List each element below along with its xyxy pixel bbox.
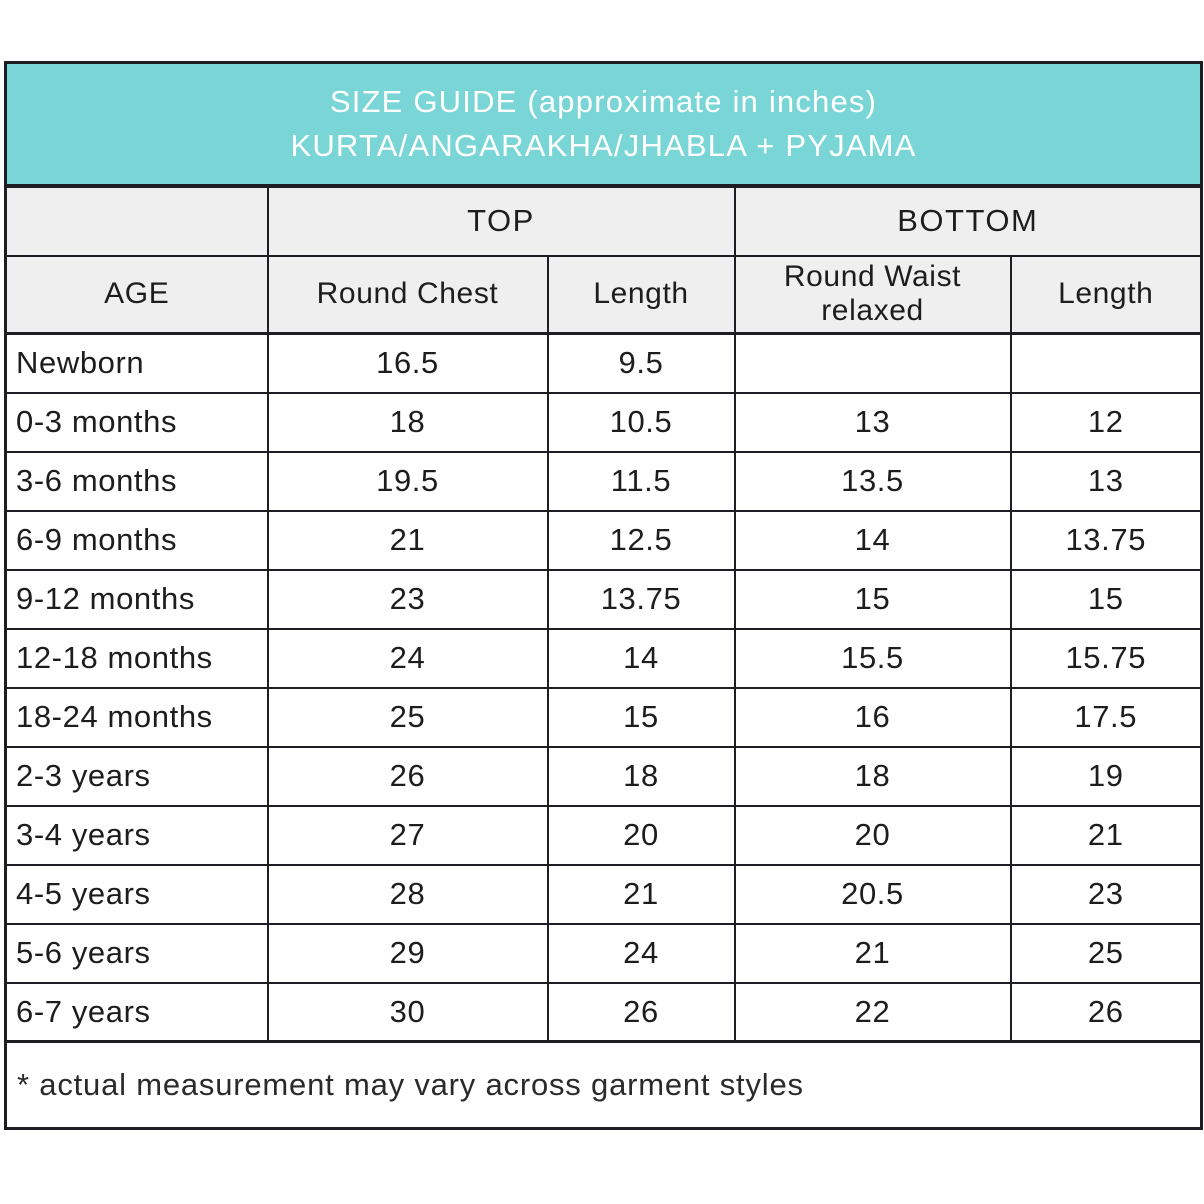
age-cell: 12-18 months (4, 627, 269, 689)
table-row-3-4-years: 3-4 years 27 20 20 21 (4, 804, 1203, 866)
group-header-bottom: BOTTOM (733, 184, 1203, 257)
round-waist-cell: 14 (733, 509, 1012, 571)
round-chest-cell: 19.5 (266, 450, 549, 512)
column-header-round-chest: Round Chest (266, 254, 549, 335)
group-header-empty (4, 184, 269, 257)
table-row-5-6-years: 5-6 years 29 24 21 25 (4, 922, 1203, 984)
bottom-length-cell: 23 (1009, 863, 1203, 925)
group-header-row: TOP BOTTOM (4, 184, 1203, 257)
round-waist-cell: 15 (733, 568, 1012, 630)
round-waist-cell (733, 332, 1012, 394)
column-header-round-waist: Round Waist relaxed (733, 254, 1012, 335)
table-title: SIZE GUIDE (approximate in inches) KURTA… (4, 61, 1203, 188)
top-length-cell: 26 (546, 981, 736, 1043)
top-length-cell: 20 (546, 804, 736, 866)
round-waist-cell: 20.5 (733, 863, 1012, 925)
bottom-length-cell: 26 (1009, 981, 1203, 1043)
round-waist-cell: 15.5 (733, 627, 1012, 689)
table-row-12-18-months: 12-18 months 24 14 15.5 15.75 (4, 627, 1203, 689)
round-chest-cell: 23 (266, 568, 549, 630)
age-cell: 6-7 years (4, 981, 269, 1043)
top-length-cell: 13.75 (546, 568, 736, 630)
round-chest-cell: 21 (266, 509, 549, 571)
round-chest-cell: 29 (266, 922, 549, 984)
age-cell: 3-6 months (4, 450, 269, 512)
column-header-bottom-length: Length (1009, 254, 1203, 335)
size-guide-table: SIZE GUIDE (approximate in inches) KURTA… (4, 61, 1204, 1130)
round-waist-cell: 13 (733, 391, 1012, 453)
round-chest-cell: 28 (266, 863, 549, 925)
round-chest-cell: 25 (266, 686, 549, 748)
age-cell: 9-12 months (4, 568, 269, 630)
bottom-length-cell (1009, 332, 1203, 394)
table-row-0-3-months: 0-3 months 18 10.5 13 12 (4, 391, 1203, 453)
bottom-length-cell: 21 (1009, 804, 1203, 866)
footnote-text: * actual measurement may vary across gar… (4, 1040, 1203, 1130)
top-length-cell: 10.5 (546, 391, 736, 453)
round-chest-cell: 16.5 (266, 332, 549, 394)
table-row-18-24-months: 18-24 months 25 15 16 17.5 (4, 686, 1203, 748)
age-cell: 5-6 years (4, 922, 269, 984)
title-line-2: KURTA/ANGARAKHA/JHABLA + PYJAMA (290, 127, 917, 163)
round-chest-cell: 18 (266, 391, 549, 453)
footnote-row: * actual measurement may vary across gar… (4, 1040, 1203, 1130)
bottom-length-cell: 17.5 (1009, 686, 1203, 748)
top-length-cell: 18 (546, 745, 736, 807)
column-header-top-length: Length (546, 254, 736, 335)
round-waist-cell: 13.5 (733, 450, 1012, 512)
bottom-length-cell: 15 (1009, 568, 1203, 630)
bottom-length-cell: 13 (1009, 450, 1203, 512)
top-length-cell: 12.5 (546, 509, 736, 571)
table-row-3-6-months: 3-6 months 19.5 11.5 13.5 13 (4, 450, 1203, 512)
round-waist-cell: 20 (733, 804, 1012, 866)
top-length-cell: 9.5 (546, 332, 736, 394)
round-waist-cell: 16 (733, 686, 1012, 748)
table-row-2-3-years: 2-3 years 26 18 18 19 (4, 745, 1203, 807)
age-cell: Newborn (4, 332, 269, 394)
round-waist-cell: 22 (733, 981, 1012, 1043)
table-row-6-9-months: 6-9 months 21 12.5 14 13.75 (4, 509, 1203, 571)
age-cell: 6-9 months (4, 509, 269, 571)
top-length-cell: 24 (546, 922, 736, 984)
table-row-newborn: Newborn 16.5 9.5 (4, 332, 1203, 394)
top-length-cell: 21 (546, 863, 736, 925)
top-length-cell: 11.5 (546, 450, 736, 512)
column-header-row: AGE Round Chest Length Round Waist relax… (4, 254, 1203, 335)
table-row-6-7-years: 6-7 years 30 26 22 26 (4, 981, 1203, 1043)
bottom-length-cell: 13.75 (1009, 509, 1203, 571)
bottom-length-cell: 25 (1009, 922, 1203, 984)
round-chest-cell: 30 (266, 981, 549, 1043)
round-chest-cell: 27 (266, 804, 549, 866)
column-header-age: AGE (4, 254, 269, 335)
age-cell: 2-3 years (4, 745, 269, 807)
age-cell: 0-3 months (4, 391, 269, 453)
round-chest-cell: 24 (266, 627, 549, 689)
age-cell: 3-4 years (4, 804, 269, 866)
age-cell: 18-24 months (4, 686, 269, 748)
bottom-length-cell: 15.75 (1009, 627, 1203, 689)
age-cell: 4-5 years (4, 863, 269, 925)
round-chest-cell: 26 (266, 745, 549, 807)
top-length-cell: 14 (546, 627, 736, 689)
group-header-top: TOP (266, 184, 736, 257)
bottom-length-cell: 19 (1009, 745, 1203, 807)
title-banner: SIZE GUIDE (approximate in inches) KURTA… (4, 61, 1203, 188)
round-waist-cell: 21 (733, 922, 1012, 984)
round-waist-cell: 18 (733, 745, 1012, 807)
title-line-1: SIZE GUIDE (approximate in inches) (329, 83, 878, 119)
table-row-9-12-months: 9-12 months 23 13.75 15 15 (4, 568, 1203, 630)
bottom-length-cell: 12 (1009, 391, 1203, 453)
table-row-4-5-years: 4-5 years 28 21 20.5 23 (4, 863, 1203, 925)
top-length-cell: 15 (546, 686, 736, 748)
